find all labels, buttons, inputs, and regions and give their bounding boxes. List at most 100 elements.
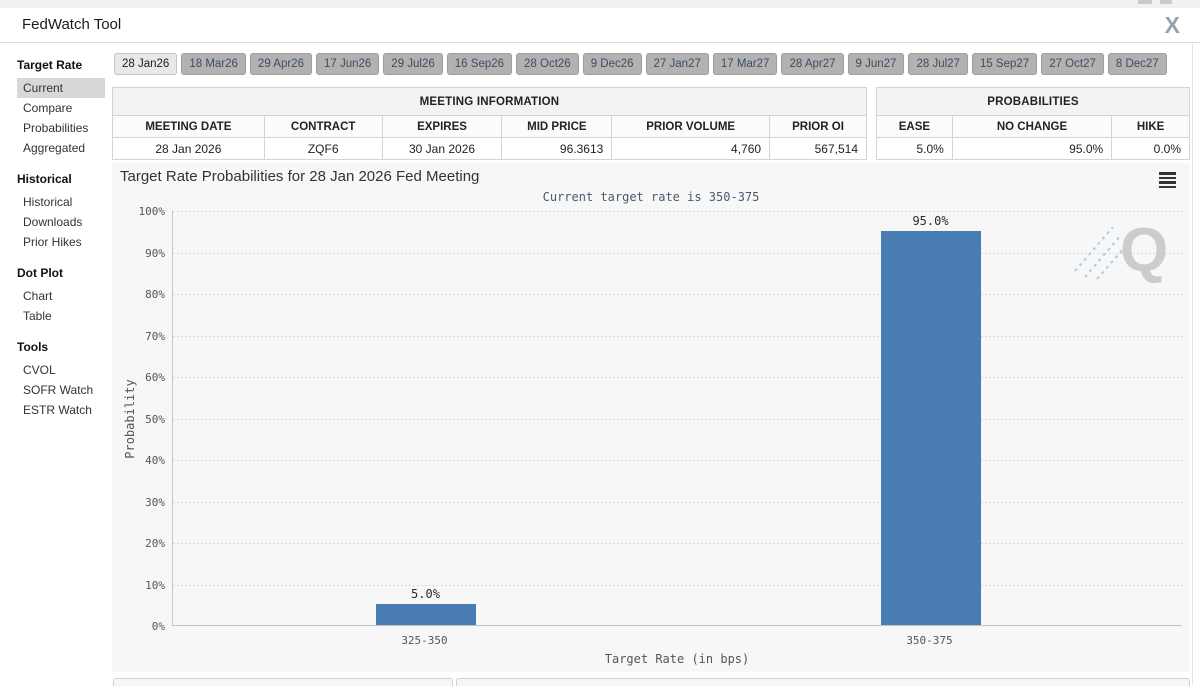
gridline (173, 460, 1183, 461)
sidebar-item-prior-hikes[interactable]: Prior Hikes (23, 235, 82, 249)
x-social-icon[interactable]: X (1164, 12, 1180, 38)
bottom-panels (113, 678, 1190, 686)
tab-9-dec26[interactable]: 9 Dec26 (582, 53, 642, 75)
x-axis-title: Target Rate (in bps) (604, 652, 750, 666)
tab-29-jul26[interactable]: 29 Jul26 (383, 53, 443, 75)
sidebar-item-historical[interactable]: Historical (23, 195, 73, 209)
cell-mid-price: 96.3613 (501, 137, 613, 160)
gridline (173, 377, 1183, 378)
sidebar-item-aggregated[interactable]: Aggregated (23, 141, 86, 155)
probabilities-title: PROBABILITIES (876, 87, 1190, 116)
sidebar-section-historical: Historical (17, 172, 72, 186)
probabilities-table: PROBABILITIES EASE NO CHANGE HIKE 5.0% 95.0… (876, 87, 1190, 160)
table-row: 28 Jan 2026 ZQF6 30 Jan 2026 96.3613 4,760 56… (112, 137, 867, 160)
meeting-information-title: MEETING INFORMATION (112, 87, 867, 116)
tab-27-jan27[interactable]: 27 Jan27 (645, 53, 709, 75)
sidebar-item-chart[interactable]: Chart (23, 289, 53, 303)
probability-bar-chart: Target Rate Probabilities for 28 Jan 202… (112, 163, 1190, 672)
page-header: FedWatch Tool X (0, 8, 1200, 43)
sidebar-section-tools: Tools (17, 340, 49, 354)
tab-28-oct26[interactable]: 28 Oct26 (516, 53, 579, 75)
y-tick-label: 70% (145, 329, 165, 343)
tab-28-apr27[interactable]: 28 Apr27 (781, 53, 844, 75)
sidebar-section-target-rate: Target Rate (17, 58, 83, 72)
cell-prior-oi: 567,514 (769, 137, 867, 160)
gridline (173, 294, 1183, 295)
gridline (173, 501, 1183, 503)
tab-8-dec27[interactable]: 8 Dec27 (1107, 53, 1167, 75)
cell-ease: 5.0% (876, 137, 953, 160)
x-category-label: 350-375 (906, 634, 953, 647)
column-header-prior-oi: PRIOR OI (769, 115, 867, 138)
bar-325-350[interactable] (375, 604, 476, 625)
tab-17-mar27[interactable]: 17 Mar27 (712, 53, 778, 75)
top-strip (0, 0, 1200, 8)
y-tick-label: 30% (145, 495, 165, 509)
sidebar-item-probabilities[interactable]: Probabilities (23, 121, 89, 135)
column-header-expires: EXPIRES (381, 115, 503, 138)
table-row: 5.0% 95.0% 0.0% (876, 137, 1190, 160)
page-title: FedWatch Tool (22, 16, 122, 33)
window-control-partial-icon (1138, 0, 1152, 4)
bottom-panel-right (456, 678, 1190, 686)
bar-value-label: 95.0% (912, 213, 949, 228)
y-tick-label: 80% (145, 288, 165, 301)
sidebar-item-estr-watch[interactable]: ESTR Watch (23, 403, 92, 417)
tab-18-mar26[interactable]: 18 Mar26 (181, 53, 246, 75)
sidebar-item-current[interactable]: Current (17, 78, 105, 98)
gridline (173, 335, 1183, 337)
cell-prior-volume: 4,760 (611, 137, 771, 160)
summary-tables: MEETING INFORMATION MEETING DATE CONTRACT… (112, 87, 1190, 160)
y-tick-label: 100% (138, 205, 166, 218)
scrollbar-edge[interactable] (1192, 44, 1193, 685)
sidebar-item-cvol[interactable]: CVOL (23, 363, 56, 377)
watermark-dashes-icon (1074, 226, 1126, 280)
tab-15-sep27[interactable]: 15 Sep27 (971, 53, 1038, 75)
tab-29-apr26[interactable]: 29 Apr26 (249, 53, 312, 75)
gridline (173, 584, 1183, 586)
tab-16-sep26[interactable]: 16 Sep26 (446, 53, 513, 75)
column-header-prior-volume: PRIOR VOLUME (611, 115, 771, 138)
sidebar-item-downloads[interactable]: Downloads (23, 215, 83, 229)
sidebar: Target Rate Current Compare Probabilities Ag… (0, 44, 112, 420)
cell-expires: 30 Jan 2026 (381, 137, 503, 160)
meeting-information-table: MEETING INFORMATION MEETING DATE CONTRACT… (112, 87, 867, 160)
tab-28-jan26[interactable]: 28 Jan26 (114, 53, 178, 75)
chart-title: Target Rate Probabilities for 28 Jan 202… (120, 168, 480, 185)
sidebar-item-table[interactable]: Table (23, 309, 52, 323)
column-header-meeting-date: MEETING DATE (112, 115, 265, 138)
x-category-label: 325-350 (401, 634, 448, 647)
bar-350-375[interactable] (880, 230, 981, 625)
cell-contract: ZQF6 (263, 137, 383, 160)
tab-28-jul27[interactable]: 28 Jul27 (908, 53, 968, 75)
sidebar-item-compare[interactable]: Compare (23, 101, 73, 115)
y-axis-title: Probability (123, 379, 137, 459)
gridline (173, 252, 1183, 254)
chart-menu-icon[interactable] (1159, 172, 1176, 190)
tab-27-oct27[interactable]: 27 Oct27 (1041, 53, 1104, 75)
column-header-mid-price: MID PRICE (501, 115, 613, 138)
column-header-contract: CONTRACT (263, 115, 383, 138)
cell-meeting-date: 28 Jan 2026 (112, 137, 265, 160)
sidebar-section-dot-plot: Dot Plot (17, 266, 63, 280)
gridline (173, 211, 1183, 212)
tab-17-jun26[interactable]: 17 Jun26 (315, 53, 380, 75)
bar-value-label: 5.0% (411, 587, 440, 602)
y-tick-label: 50% (145, 412, 165, 426)
quikstrike-watermark-icon: Q (1120, 216, 1169, 285)
window-control-partial-icon (1160, 0, 1172, 4)
y-tick-label: 0% (151, 620, 165, 633)
plot-area: 0% 10% 20% 30% 40% 50% 60% 70% 80% 90% 100% 5.0% 95.… (139, 205, 1183, 633)
bottom-panel-left (113, 678, 453, 686)
y-tick-label: 10% (145, 578, 165, 592)
column-header-hike: HIKE (1111, 115, 1190, 138)
chart-subtitle: Current target rate is 350-375 (542, 190, 760, 204)
cell-hike: 0.0% (1111, 137, 1190, 160)
gridline (173, 418, 1183, 420)
y-tick-label: 90% (145, 246, 165, 260)
y-tick-label: 40% (145, 454, 165, 467)
column-header-ease: EASE (876, 115, 953, 138)
tab-9-jun27[interactable]: 9 Jun27 (847, 53, 905, 75)
sidebar-item-sofr-watch[interactable]: SOFR Watch (23, 383, 94, 397)
y-tick-label: 60% (145, 371, 165, 384)
